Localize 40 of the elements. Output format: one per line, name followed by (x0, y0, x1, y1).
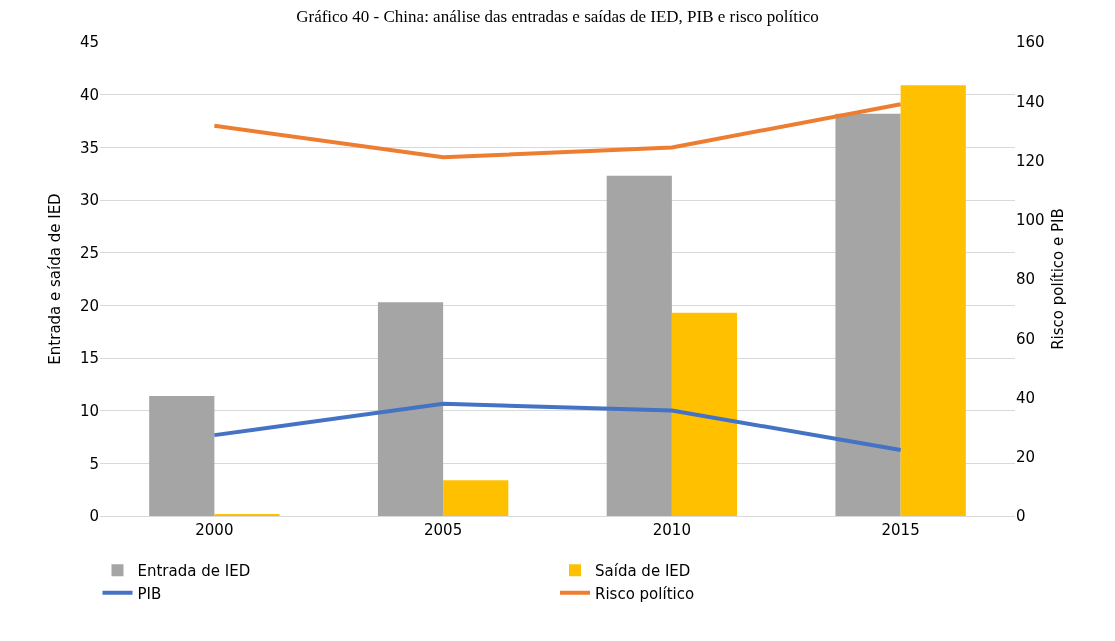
legend-label: Entrada de IED (137, 562, 251, 581)
y2-tick-label: 80 (1016, 270, 1036, 289)
y-tick-label: 35 (79, 138, 99, 157)
bar (671, 312, 738, 516)
y2-tick-label: 100 (1016, 211, 1045, 229)
y2-tick-label: 20 (1016, 448, 1036, 466)
y-tick-label: 5 (89, 454, 99, 473)
y2-tick-label: 60 (1016, 329, 1036, 348)
y-tick-label: 0 (89, 507, 99, 526)
x-tick-label: 2010 (652, 521, 691, 539)
bar (443, 480, 509, 516)
y2-tick-label: 40 (1016, 388, 1036, 407)
y2-tick-label: 140 (1016, 92, 1045, 111)
legend-label: Risco político (595, 584, 695, 603)
y-tick-label: 10 (79, 401, 99, 420)
bar (214, 513, 280, 516)
x-tick-label: 2015 (881, 521, 920, 539)
y-tick-label: 40 (79, 85, 99, 104)
y2-tick-label: 120 (1016, 151, 1045, 170)
bar (149, 395, 215, 516)
y-tick-label: 20 (79, 296, 99, 315)
y2-axis-title: Risco político e PIB (1048, 208, 1067, 350)
chart-title: Gráfico 40 - China: análise das entradas e saídas de IED, PIB e risco político (296, 6, 819, 26)
x-tick-label: 2005 (424, 521, 463, 539)
bar (377, 302, 444, 516)
line-series (212, 102, 903, 160)
y-tick-label: 30 (79, 191, 99, 210)
y-tick-label: 15 (79, 349, 99, 368)
y-tick-label: 25 (79, 243, 99, 262)
y-tick-label: 45 (79, 33, 99, 52)
bar (835, 113, 901, 516)
bar (606, 175, 672, 516)
y2-tick-label: 160 (1016, 33, 1045, 52)
y2-tick-label: 0 (1016, 507, 1026, 526)
bar (900, 85, 966, 516)
x-tick-label: 2000 (195, 521, 234, 539)
legend-label: PIB (137, 584, 162, 603)
y-axis-title: Entrada e saída de IED (46, 193, 64, 365)
line-series (212, 401, 903, 452)
legend-label: Saída de IED (595, 562, 691, 581)
